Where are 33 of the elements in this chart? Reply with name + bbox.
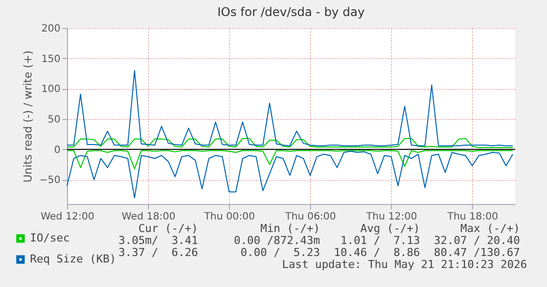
text: Last update: Thu May 21 21:10:23 2026	[282, 258, 527, 271]
text: Min (-/+)	[260, 222, 320, 235]
y-tick-label: 100	[41, 84, 60, 96]
y-axis-title: Units read (-) / write (+)	[21, 50, 34, 183]
y-tick-label: 0	[54, 144, 60, 156]
x-tick-label: Wed 12:00	[40, 212, 94, 222]
x-tick-label: Thu 00:00	[203, 212, 255, 222]
x-tick-label: Thu 06:00	[284, 212, 336, 222]
text: 3.05m/ 3.41	[118, 234, 198, 247]
chart-title: IOs for /dev/sda - by day	[217, 5, 365, 19]
text: 32.07 / 20.40	[434, 234, 520, 247]
line-series	[66, 150, 514, 170]
y-tick-label: −50	[39, 175, 60, 186]
line-series	[66, 138, 514, 148]
text: 10.46 / 8.86	[334, 246, 420, 259]
x-tick-label: Wed 18:00	[122, 212, 176, 222]
text: 0.00 /872.43m	[234, 234, 320, 247]
x-tick-label: Thu 18:00	[446, 212, 498, 222]
text: 80.47 /130.67	[434, 246, 520, 259]
text: 1.01 / 7.13	[340, 234, 420, 247]
line-series	[66, 70, 514, 146]
line-series	[66, 150, 514, 198]
x-tick-label: Thu 12:00	[365, 212, 418, 222]
text: Max (-/+)	[460, 222, 520, 235]
y-tick-label: 150	[41, 54, 60, 65]
legend-label: Req Size (KB)	[30, 252, 116, 266]
y-tick-label: 50	[48, 114, 60, 126]
text: Avg (-/+)	[360, 222, 420, 235]
text: 3.37 / 6.26	[118, 246, 198, 259]
legend-label: IO/sec	[30, 232, 70, 244]
y-tick-label: 200	[41, 24, 60, 34]
text: 0.00 / 5.23	[240, 246, 320, 259]
text: Cur (-/+)	[138, 222, 198, 235]
